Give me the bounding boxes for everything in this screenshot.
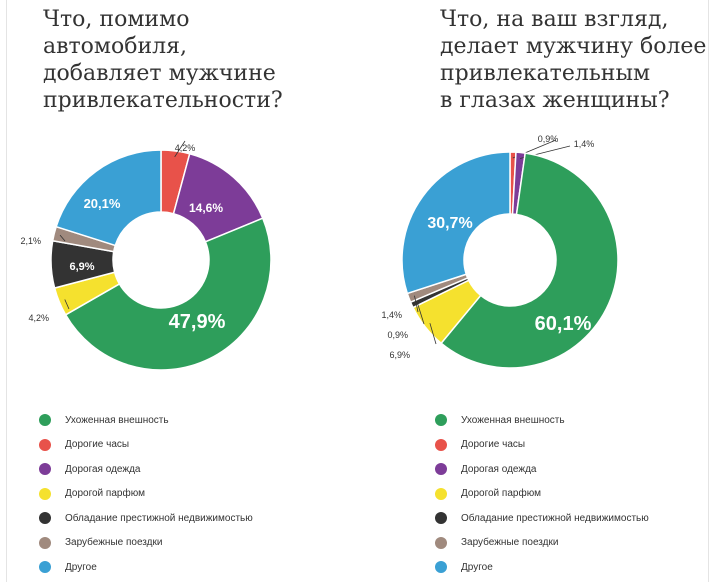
legend-label: Другое <box>461 561 493 573</box>
chart-title: Что, на ваш взгляд, делает мужчину более… <box>440 7 707 113</box>
legend-label: Дорогой парфюм <box>461 488 541 500</box>
legend: Ухоженная внешность Дорогие часы Дорогая о… <box>39 408 253 580</box>
chart-panel-right: Что, на ваш взгляд, делает мужчину более… <box>358 0 709 582</box>
legend-item: Ухоженная внешность <box>39 408 253 433</box>
donut-chart: 0,9% 1,4% 60,1% 6,9% 0,9% 1,4% 30,7% <box>381 134 619 369</box>
slice-value-label: 60,1% <box>535 313 592 335</box>
slice-value-label: 0,9% <box>387 330 408 340</box>
slice-value-label: 20,1% <box>84 196 121 211</box>
pie-slice <box>440 152 619 369</box>
slice-value-label: 0,9% <box>538 134 559 144</box>
slice-value-label: 14,6% <box>189 201 223 215</box>
callout-line <box>174 140 186 158</box>
legend-label: Ухоженная внешность <box>65 414 169 426</box>
legend-swatch <box>435 561 447 574</box>
chart-title: Что, помимо автомобиля, добавляет мужчин… <box>43 7 283 113</box>
chart-panel-left: Что, помимо автомобиля, добавляет мужчин… <box>6 0 360 582</box>
legend-label: Дорогая одежда <box>461 463 537 475</box>
callout-line <box>416 302 425 325</box>
callout-line <box>429 323 437 345</box>
legend-swatch <box>435 536 447 549</box>
slice-value-label: 4,2% <box>175 143 196 153</box>
legend-item: Дорогие часы <box>39 433 253 458</box>
legend-item: Обладание престижной недвижимостью <box>39 506 253 531</box>
callout-line <box>59 234 66 242</box>
pie-slice <box>55 149 162 247</box>
legend-item: Другое <box>39 555 253 580</box>
legend-item: Другое <box>435 555 649 580</box>
slice-value-label: 4,2% <box>28 313 49 323</box>
legend-swatch <box>435 438 447 451</box>
legend-swatch <box>435 414 447 427</box>
legend-label: Дорогая одежда <box>65 463 141 475</box>
legend-swatch <box>39 536 51 549</box>
legend: Ухоженная внешность Дорогие часы Дорогая о… <box>435 408 649 580</box>
legend-swatch <box>39 414 51 427</box>
pie-slice <box>401 151 511 295</box>
legend-item: Ухоженная внешность <box>435 408 649 433</box>
legend-swatch <box>435 463 447 476</box>
legend-label: Обладание престижной недвижимостью <box>65 512 253 524</box>
slice-value-label: 47,9% <box>169 311 226 333</box>
legend-label: Зарубежные поездки <box>461 537 559 549</box>
legend-item: Обладание престижной недвижимостью <box>435 506 649 531</box>
legend-item: Дорогая одежда <box>39 457 253 482</box>
legend-label: Дорогой парфюм <box>65 488 145 500</box>
callout-line <box>414 295 419 313</box>
slice-value-label: 1,4% <box>381 310 402 320</box>
slice-value-label: 6,9% <box>69 261 94 273</box>
legend-swatch <box>39 463 51 476</box>
slice-value-label: 30,7% <box>427 215 472 232</box>
legend-item: Дорогой парфюм <box>435 482 649 507</box>
legend-item: Дорогая одежда <box>435 457 649 482</box>
legend-swatch <box>435 487 447 500</box>
legend-item: Дорогой парфюм <box>39 482 253 507</box>
legend-label: Ухоженная внешность <box>461 414 565 426</box>
slice-value-label: 6,9% <box>389 350 410 360</box>
legend-item: Зарубежные поездки <box>39 531 253 556</box>
slice-value-label: 2,1% <box>20 236 41 246</box>
legend-swatch <box>39 438 51 451</box>
legend-swatch <box>39 561 51 574</box>
legend-label: Зарубежные поездки <box>65 537 163 549</box>
legend-swatch <box>435 512 447 525</box>
donut-chart: 4,2% 14,6% 47,9% 4,2% 6,9% 2,1% 20,1% <box>20 140 272 371</box>
legend-swatch <box>39 487 51 500</box>
legend-label: Дорогие часы <box>65 439 130 451</box>
legend-swatch <box>39 512 51 525</box>
pie-slice <box>64 217 272 371</box>
legend-label: Обладание престижной недвижимостью <box>461 512 649 524</box>
legend-item: Зарубежные поездки <box>435 531 649 556</box>
legend-label: Дорогие часы <box>461 439 526 451</box>
slice-value-label: 1,4% <box>574 139 595 149</box>
callout-line <box>64 299 70 310</box>
legend-label: Другое <box>65 561 97 573</box>
legend-item: Дорогие часы <box>435 433 649 458</box>
